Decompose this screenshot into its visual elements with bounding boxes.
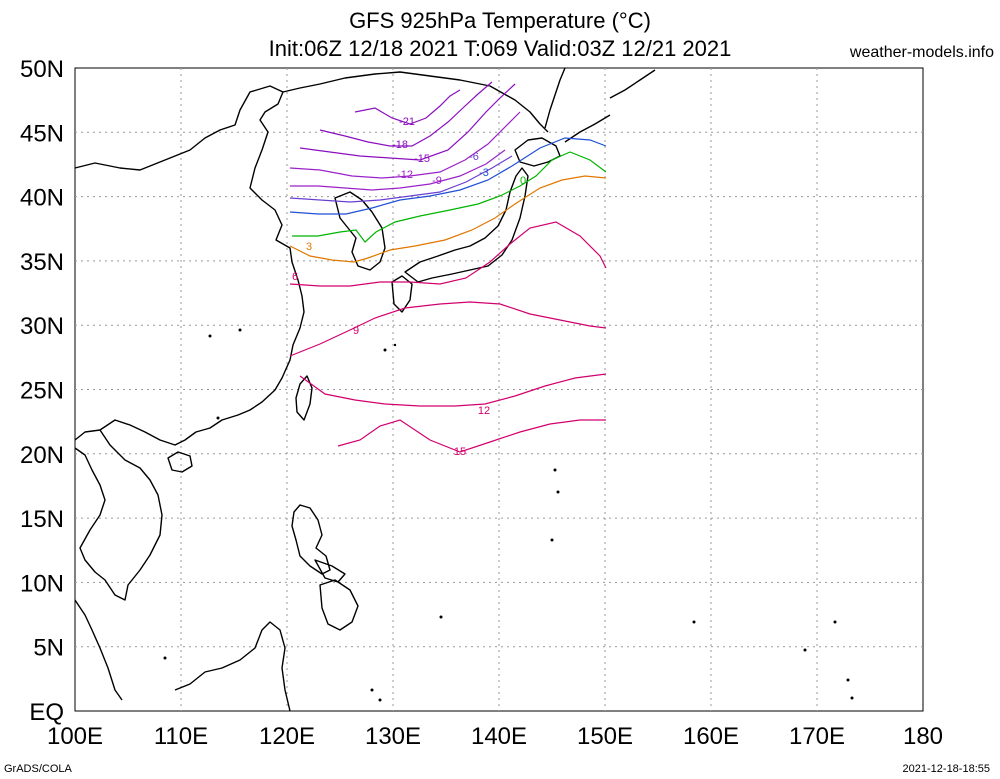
contour-label: 12 xyxy=(478,405,490,417)
contour-line-21 xyxy=(354,89,461,125)
footer-software: GrADS/COLA xyxy=(4,763,72,775)
contour-line-15-pos xyxy=(337,419,606,453)
y-tick-label: EQ xyxy=(29,699,64,726)
coastline-korea xyxy=(334,191,386,271)
coastline-china xyxy=(74,85,305,446)
coastline-taiwan xyxy=(295,375,313,421)
coastline-russia xyxy=(282,71,549,133)
coastline-borneo xyxy=(174,621,291,712)
y-tick-label: 10N xyxy=(20,570,64,597)
coastline-indochina xyxy=(74,429,163,601)
x-tick-labels: 100E 110E 120E 130E 140E 150E 160E 170E 180 xyxy=(47,723,943,750)
coastline-hokkaido-east xyxy=(609,69,656,99)
contour-label: -12 xyxy=(397,169,413,181)
coastlines xyxy=(74,67,656,712)
contour-labels: -21 -18 -15-12 -9 -6-3 0 3 6 9 12 15 xyxy=(292,116,526,458)
coastline-mindanao xyxy=(319,579,359,631)
islands xyxy=(163,328,854,702)
contour-line-18 xyxy=(319,81,493,147)
contour-line-0 xyxy=(292,151,607,243)
contour-line-6 xyxy=(289,155,513,203)
y-tick-label: 35N xyxy=(20,249,64,276)
contour-label: 15 xyxy=(454,446,466,458)
x-tick-label: 140E xyxy=(471,723,527,750)
contour-label: -15 xyxy=(414,153,430,165)
y-tick-labels: EQ 5N 10N 15N 20N 25N 30N 35N 40N 45N 50N xyxy=(20,56,64,726)
contour-line-9-pos xyxy=(289,301,607,357)
x-tick-label: 150E xyxy=(577,723,633,750)
y-tick-label: 15N xyxy=(20,506,64,533)
contour-line-3-pos xyxy=(289,175,607,263)
coastline-hainan xyxy=(167,451,193,473)
y-tick-label: 20N xyxy=(20,442,64,469)
x-tick-label: 160E xyxy=(683,723,739,750)
contour-label: -6 xyxy=(469,151,479,163)
x-tick-label: 130E xyxy=(365,723,421,750)
contour-line-15 xyxy=(299,83,516,161)
chart-subtitle: Init:06Z 12/18 2021 T:069 Valid:03Z 12/2… xyxy=(268,36,732,61)
chart-title: GFS 925hPa Temperature (°C) xyxy=(349,8,651,33)
y-tick-label: 40N xyxy=(20,185,64,212)
x-tick-label: 100E xyxy=(47,723,103,750)
contour-label: -3 xyxy=(479,167,489,179)
coastline-honshu xyxy=(404,167,529,283)
contour-label: 6 xyxy=(292,271,298,283)
y-tick-label: 5N xyxy=(33,635,64,662)
grid-lines xyxy=(75,68,923,711)
x-tick-label: 110E xyxy=(154,723,208,750)
y-tick-label: 50N xyxy=(20,56,64,83)
contour-line-12 xyxy=(289,111,521,179)
temperature-contours xyxy=(289,81,607,453)
coastline-sakhalin xyxy=(544,67,566,129)
x-tick-label: 120E xyxy=(259,723,315,750)
y-tick-label: 30N xyxy=(20,313,64,340)
contour-line-12-pos xyxy=(299,373,607,407)
coastline-kurils xyxy=(564,114,611,143)
coastline-luzon xyxy=(291,504,331,575)
contour-label: 9 xyxy=(353,325,359,337)
y-tick-label: 25N xyxy=(20,378,64,405)
contour-label: 0 xyxy=(520,175,526,187)
contour-label: -9 xyxy=(432,175,442,187)
y-tick-label: 45N xyxy=(20,120,64,147)
coastline-kyushu xyxy=(391,275,413,313)
contour-label: -21 xyxy=(399,116,415,128)
contour-line-9 xyxy=(290,149,506,191)
footer-timestamp: 2021-12-18-18:55 xyxy=(902,763,990,775)
contour-label: 3 xyxy=(306,241,312,253)
contour-line-3 xyxy=(289,137,607,215)
brand-label: weather-models.info xyxy=(849,44,994,61)
coastline-visayas xyxy=(314,559,346,583)
contour-line-6-pos xyxy=(289,221,607,287)
x-tick-label: 180 xyxy=(903,723,943,750)
contour-label: -18 xyxy=(392,139,408,151)
x-tick-label: 170E xyxy=(789,723,845,750)
coastline-malay xyxy=(74,599,123,701)
